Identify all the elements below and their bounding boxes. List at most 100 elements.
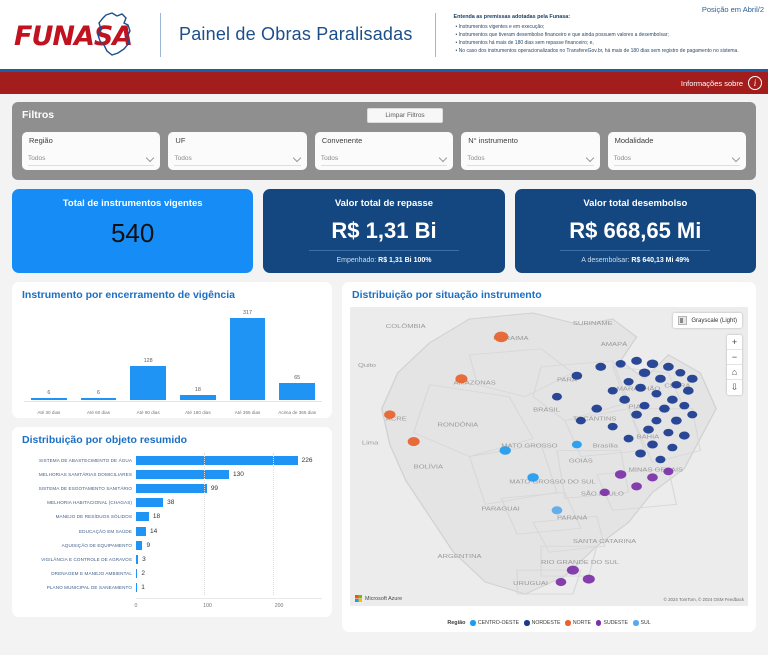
hbar-row[interactable]: PLANO MUNICIPAL DE SANEAMENTO 1 — [20, 581, 322, 595]
map-data-point[interactable] — [619, 395, 630, 404]
vbar-column[interactable]: 6 — [74, 310, 124, 400]
hbar-row[interactable]: MELHORIAS SANITÁRIAS DOMICILIARES 130 — [20, 467, 322, 481]
map-data-point[interactable] — [384, 410, 396, 419]
map-data-point[interactable] — [663, 362, 674, 371]
map-data-point[interactable] — [663, 467, 674, 476]
clear-filters-button[interactable]: Limpar Filtros — [367, 108, 443, 123]
map-data-point[interactable] — [407, 437, 420, 447]
map-data-point[interactable] — [494, 331, 509, 343]
hbar[interactable] — [136, 554, 139, 564]
legend-item[interactable]: CENTRO-OESTE — [470, 620, 519, 626]
legend-item[interactable]: SUDESTE — [595, 620, 628, 626]
map-data-point[interactable] — [551, 506, 563, 515]
hbar-row[interactable]: SISTEMA DE ESGOTAMENTO SANITÁRIO 99 — [20, 481, 322, 495]
map-data-point[interactable] — [639, 401, 650, 410]
map-data-point[interactable] — [595, 362, 607, 371]
filter-select[interactable]: Todos — [28, 151, 155, 166]
vbar[interactable] — [179, 395, 216, 400]
map-data-point[interactable] — [615, 360, 626, 368]
hbar[interactable] — [136, 455, 298, 465]
vbar-column[interactable]: 317 — [223, 310, 273, 400]
map-canvas[interactable]: COLÔMBIA SURINAME Quito RORAIMA AMAPÁ AMAZONA… — [350, 307, 748, 606]
map-data-point[interactable] — [675, 369, 686, 377]
map-zoom-controls[interactable]: + − ⌂ ⇩ — [727, 335, 742, 395]
hbar[interactable] — [136, 569, 138, 579]
hbar[interactable] — [136, 483, 207, 493]
map-data-point[interactable] — [647, 440, 658, 449]
map-data-point[interactable] — [607, 386, 618, 395]
map-data-point[interactable] — [635, 449, 646, 458]
hbar[interactable] — [136, 540, 143, 550]
map-data-point[interactable] — [651, 389, 662, 398]
map-data-point[interactable] — [635, 383, 646, 392]
hbar-row[interactable]: MELHORIA HABITACIONAL (CHAGAS) 38 — [20, 496, 322, 510]
map-data-point[interactable] — [659, 404, 670, 413]
hbar-row[interactable]: DRENAGEM E MANEJO AMBIENTAL 2 — [20, 567, 322, 581]
vbar[interactable] — [279, 382, 316, 400]
filter-numero-instrumento[interactable]: N° instrumento Todos — [461, 132, 600, 170]
map-data-point[interactable] — [678, 431, 690, 440]
map-data-point[interactable] — [682, 386, 694, 395]
map-data-point[interactable] — [655, 374, 666, 383]
vbar[interactable] — [80, 398, 117, 400]
vbar-column[interactable]: 65 — [272, 310, 322, 400]
map-data-point[interactable] — [643, 425, 654, 434]
hbar-row[interactable]: VIGILÂNCIA E CONTROLE DE AGRAVOS 3 — [20, 552, 322, 566]
hbar[interactable] — [136, 526, 146, 536]
map-data-point[interactable] — [571, 371, 583, 380]
map-data-point[interactable] — [575, 416, 586, 425]
map-data-point[interactable] — [679, 401, 690, 410]
map-data-point[interactable] — [499, 446, 511, 455]
filter-modalidade[interactable]: Modalidade Todos — [607, 132, 747, 170]
filter-convenente[interactable]: Convenente Todos — [314, 132, 454, 170]
filter-select[interactable]: Todos — [613, 151, 741, 166]
map-data-point[interactable] — [607, 422, 618, 431]
map-data-point[interactable] — [671, 416, 682, 425]
map-data-point[interactable] — [571, 440, 582, 449]
info-icon[interactable]: i — [748, 76, 762, 90]
map-data-point[interactable] — [555, 578, 567, 587]
legend-item[interactable]: SUL — [633, 620, 651, 626]
map-data-point[interactable] — [623, 434, 634, 443]
filter-uf[interactable]: UF Todos — [168, 132, 307, 170]
map-data-point[interactable] — [527, 473, 539, 482]
filter-select[interactable]: Todos — [174, 151, 301, 166]
map-data-point[interactable] — [551, 392, 562, 401]
map-data-point[interactable] — [566, 565, 579, 575]
map-data-point[interactable] — [631, 482, 642, 491]
filter-regiao[interactable]: Região Todos — [22, 132, 161, 170]
vbar-column[interactable]: 128 — [123, 310, 173, 400]
vbar[interactable] — [229, 318, 266, 400]
map-data-point[interactable] — [582, 574, 595, 584]
map-data-point[interactable] — [638, 368, 651, 378]
map-data-point[interactable] — [686, 374, 698, 383]
map-data-point[interactable] — [663, 428, 674, 437]
filter-select[interactable]: Todos — [467, 151, 594, 166]
legend-item[interactable]: NORTE — [565, 620, 591, 626]
legend-item[interactable]: NORDESTE — [524, 620, 560, 626]
vbar[interactable] — [130, 366, 167, 400]
map-data-point[interactable] — [623, 377, 634, 386]
hbar-row[interactable]: EDUCAÇÃO EM SAÚDE 14 — [20, 524, 322, 538]
hbar[interactable] — [136, 583, 138, 593]
map-data-point[interactable] — [646, 359, 659, 369]
map-data-point[interactable] — [599, 488, 610, 497]
map-data-point[interactable] — [671, 380, 682, 389]
map-data-point[interactable] — [614, 470, 627, 479]
map-data-point[interactable] — [655, 455, 666, 464]
map-data-point[interactable] — [631, 356, 642, 365]
vbar[interactable] — [30, 398, 67, 400]
map-data-point[interactable] — [631, 410, 642, 419]
vbar-column[interactable]: 18 — [173, 310, 223, 400]
zoom-in-button[interactable]: + — [727, 335, 742, 350]
map-data-point[interactable] — [651, 416, 662, 425]
map-data-point[interactable] — [687, 410, 698, 419]
zoom-out-button[interactable]: − — [727, 350, 742, 365]
map-data-point[interactable] — [455, 374, 468, 384]
map-data-point[interactable] — [647, 473, 658, 482]
map-data-point[interactable] — [667, 395, 678, 404]
hbar-row[interactable]: AQUISIÇÃO DE EQUIPAMENTO 9 — [20, 538, 322, 552]
hbar[interactable] — [136, 469, 229, 479]
locate-button[interactable]: ⇩ — [730, 382, 739, 392]
filter-select[interactable]: Todos — [320, 151, 448, 166]
